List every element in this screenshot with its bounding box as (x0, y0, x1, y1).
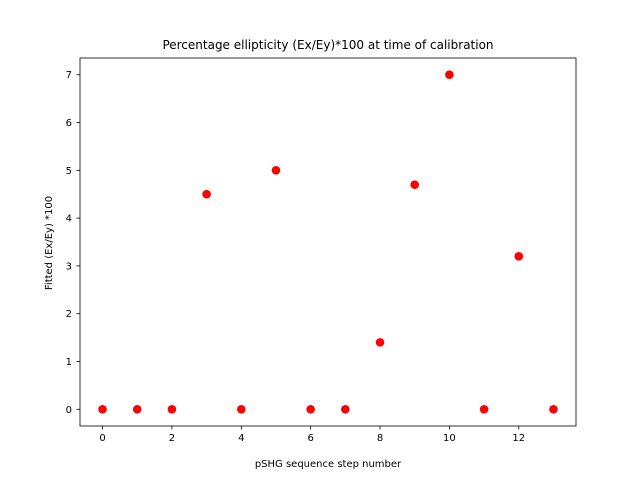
chart-title: Percentage ellipticity (Ex/Ey)*100 at ti… (162, 38, 493, 52)
data-point (98, 404, 107, 414)
y-tick-label: 6 (66, 118, 72, 129)
data-point (375, 338, 385, 347)
data-point (306, 404, 315, 414)
y-tick-label: 3 (66, 261, 72, 272)
y-tick-label: 2 (66, 309, 72, 320)
x-tick-label: 12 (512, 433, 525, 444)
x-tick-label: 6 (307, 433, 313, 444)
x-tick-label: 10 (443, 433, 456, 444)
data-point (271, 166, 281, 175)
x-tick-label: 0 (99, 433, 105, 444)
data-point (549, 404, 558, 414)
data-point (132, 404, 142, 414)
y-tick-label: 7 (66, 70, 72, 81)
data-point (202, 189, 211, 199)
data-point (410, 180, 420, 189)
x-tick-label: 4 (238, 433, 244, 444)
data-point (479, 404, 489, 414)
y-tick-label: 1 (66, 357, 72, 368)
x-tick-label: 2 (169, 433, 175, 444)
plot-frame (79, 57, 577, 427)
data-point (514, 252, 524, 261)
x-axis-label: pSHG sequence step number (255, 459, 402, 470)
x-tick-label: 8 (377, 433, 383, 444)
y-tick-label: 0 (66, 405, 72, 416)
data-point (236, 404, 246, 414)
y-tick-label: 4 (66, 214, 72, 225)
data-point (167, 404, 177, 414)
data-point (445, 70, 454, 80)
y-tick-label: 5 (66, 166, 72, 177)
data-point (341, 404, 350, 414)
y-axis-label: Fitted (Ex/Ey) *100 (44, 196, 55, 290)
